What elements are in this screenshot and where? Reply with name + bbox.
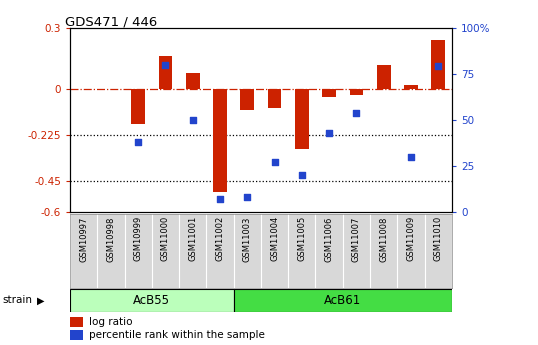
Bar <box>70 317 83 327</box>
Point <box>270 160 279 165</box>
Text: GSM11010: GSM11010 <box>434 216 443 262</box>
Text: GSM10999: GSM10999 <box>133 216 143 262</box>
Bar <box>213 89 227 192</box>
Text: GSM11002: GSM11002 <box>216 216 224 262</box>
Text: GSM11005: GSM11005 <box>298 216 306 262</box>
Text: GSM11004: GSM11004 <box>270 216 279 262</box>
Point <box>325 130 334 136</box>
Text: GSM10998: GSM10998 <box>107 216 115 262</box>
Text: GSM11003: GSM11003 <box>243 216 252 262</box>
Text: GSM11001: GSM11001 <box>188 216 197 262</box>
Point <box>134 139 143 145</box>
Bar <box>70 289 233 312</box>
Text: percentile rank within the sample: percentile rank within the sample <box>89 330 265 340</box>
Text: strain: strain <box>3 296 33 305</box>
Text: GSM11007: GSM11007 <box>352 216 361 262</box>
Text: GSM11008: GSM11008 <box>379 216 388 262</box>
Bar <box>233 289 452 312</box>
Bar <box>159 56 172 89</box>
Text: AcB61: AcB61 <box>324 294 362 307</box>
Bar <box>131 89 145 124</box>
Bar <box>322 89 336 97</box>
Bar <box>70 330 83 340</box>
Bar <box>377 65 391 89</box>
Point <box>298 172 306 178</box>
Text: ▶: ▶ <box>37 296 44 305</box>
Point <box>188 117 197 122</box>
Point <box>216 197 224 202</box>
Point <box>434 63 443 69</box>
Bar <box>186 73 200 89</box>
Text: GSM11009: GSM11009 <box>407 216 415 262</box>
Bar <box>268 89 281 108</box>
Text: AcB55: AcB55 <box>133 294 171 307</box>
Text: GSM11000: GSM11000 <box>161 216 170 262</box>
Text: GSM11006: GSM11006 <box>324 216 334 262</box>
Point <box>407 154 415 159</box>
Bar <box>240 89 254 110</box>
Text: GSM10997: GSM10997 <box>79 216 88 262</box>
Bar <box>431 40 445 89</box>
Point <box>243 195 252 200</box>
Text: GDS471 / 446: GDS471 / 446 <box>65 16 157 29</box>
Bar <box>295 89 309 149</box>
Bar <box>404 85 418 89</box>
Point <box>161 62 169 67</box>
Point <box>352 110 360 115</box>
Bar <box>350 89 363 95</box>
Text: log ratio: log ratio <box>89 317 132 327</box>
